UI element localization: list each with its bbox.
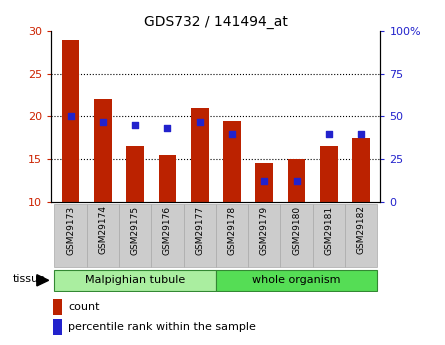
Bar [320,146,338,202]
Text: GSM29173: GSM29173 [66,206,75,255]
FancyBboxPatch shape [345,204,377,267]
Text: GSM29174: GSM29174 [98,206,107,255]
Point [99,119,106,124]
Title: GDS732 / 141494_at: GDS732 / 141494_at [144,14,288,29]
Bar [223,121,241,202]
Bar [287,159,305,202]
Point [293,179,300,184]
Text: GSM29179: GSM29179 [260,206,269,255]
Bar [62,40,79,202]
Point [228,131,235,136]
Bar [53,299,61,315]
FancyBboxPatch shape [151,204,183,267]
Text: count: count [69,302,100,312]
Bar [53,319,61,335]
Bar [255,164,273,202]
FancyBboxPatch shape [248,204,280,267]
Text: GSM29177: GSM29177 [195,206,204,255]
Bar [158,155,176,202]
FancyBboxPatch shape [216,269,377,291]
FancyBboxPatch shape [183,204,216,267]
Point [164,126,171,131]
Text: GSM29178: GSM29178 [227,206,236,255]
Text: whole organism: whole organism [252,275,341,285]
FancyBboxPatch shape [87,204,119,267]
Point [132,122,139,128]
Text: GSM29175: GSM29175 [131,206,140,255]
Text: tissue: tissue [13,274,46,284]
Point [325,131,332,136]
Bar [126,146,144,202]
FancyBboxPatch shape [216,204,248,267]
Bar [352,138,370,202]
Text: Malpighian tubule: Malpighian tubule [85,275,185,285]
Point [196,119,203,124]
Bar [191,108,209,202]
Text: GSM29180: GSM29180 [292,206,301,255]
Point [67,114,74,119]
Bar [94,99,112,202]
Point [261,179,268,184]
Text: percentile rank within the sample: percentile rank within the sample [69,322,256,332]
FancyBboxPatch shape [54,204,87,267]
Polygon shape [37,275,49,286]
Text: GSM29181: GSM29181 [324,206,333,255]
Text: GSM29176: GSM29176 [163,206,172,255]
FancyBboxPatch shape [54,269,216,291]
FancyBboxPatch shape [119,204,151,267]
Text: GSM29182: GSM29182 [356,206,366,255]
FancyBboxPatch shape [280,204,313,267]
FancyBboxPatch shape [313,204,345,267]
Point [357,131,364,136]
